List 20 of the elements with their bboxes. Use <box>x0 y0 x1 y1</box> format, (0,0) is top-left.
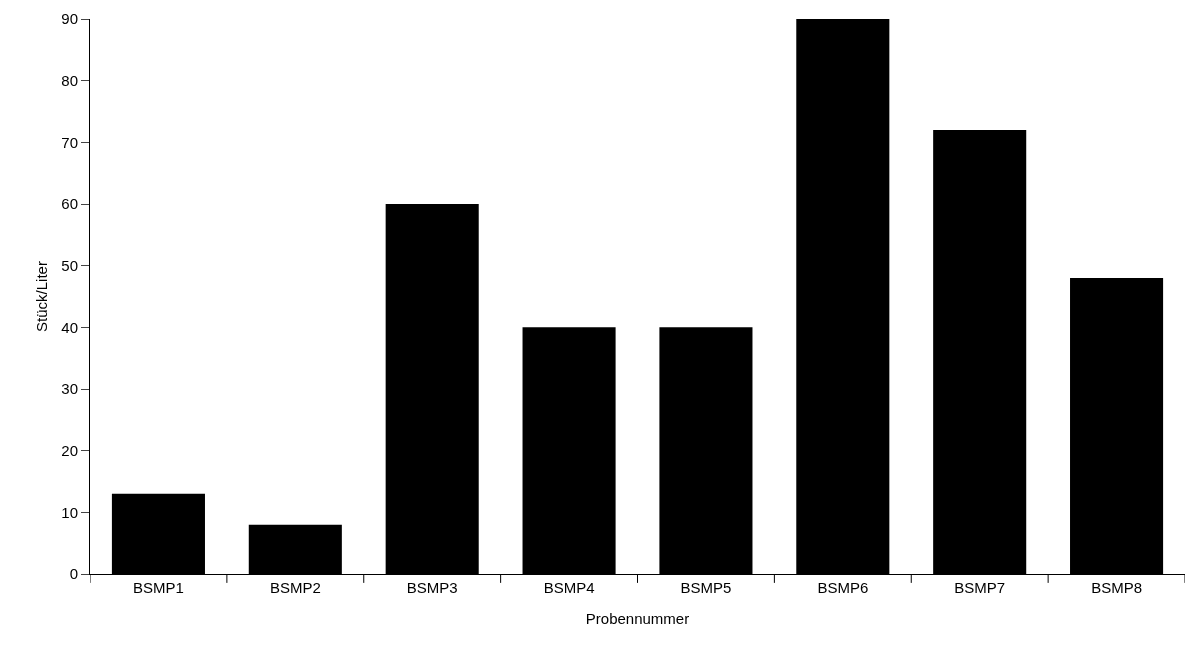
y-tick-label: 10 <box>61 503 78 521</box>
x-tick-label: BSMP2 <box>269 579 321 596</box>
y-tick-label: 50 <box>61 256 78 274</box>
y-tick-label: 20 <box>61 441 78 459</box>
x-tick-label: BSMP6 <box>817 579 869 596</box>
y-tick-label: 0 <box>69 565 78 583</box>
y-tick-label: 60 <box>61 195 78 213</box>
y-tick-label: 80 <box>61 71 78 89</box>
y-tick-label: 40 <box>61 318 78 336</box>
x-tick-label: BSMP3 <box>406 579 458 596</box>
x-tick-label: BSMP5 <box>680 579 732 596</box>
x-tick-label: BSMP7 <box>954 579 1006 596</box>
x-tick-label: BSMP8 <box>1091 579 1142 596</box>
x-tick-label: BSMP1 <box>133 579 184 596</box>
y-tick-label: 90 <box>61 10 78 28</box>
x-axis-title: Probennummer <box>585 610 690 627</box>
y-tick-label: 30 <box>61 380 78 398</box>
x-tick-label: BSMP4 <box>543 579 595 596</box>
y-axis-title: Stück/Liter <box>32 261 50 332</box>
y-tick-label: 70 <box>61 133 78 151</box>
